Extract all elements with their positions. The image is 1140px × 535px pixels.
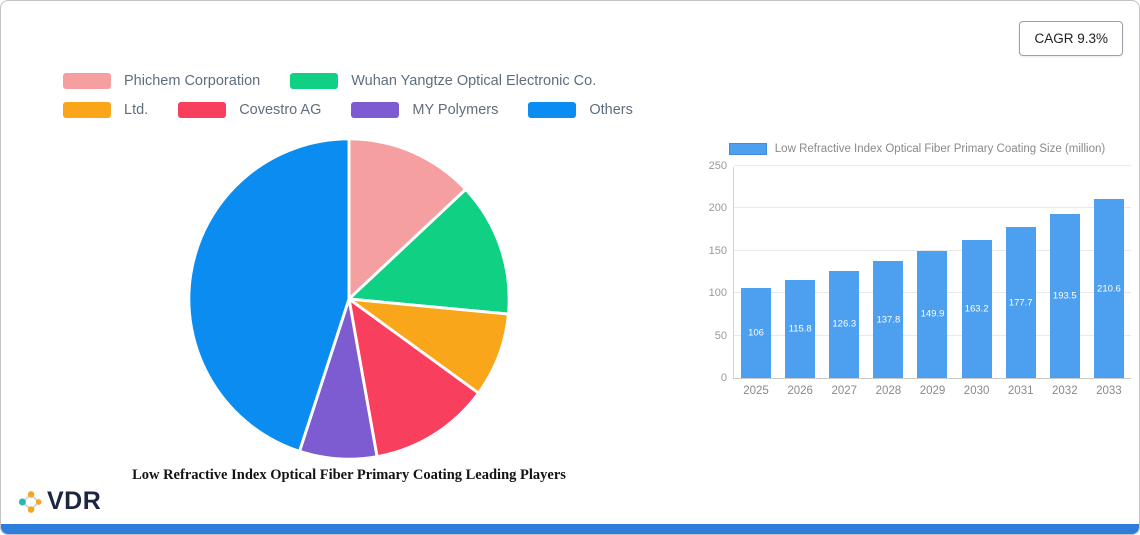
y-axis-tick-label: 0 [720,372,727,384]
bar-slot: 163.2 2030 [961,167,992,397]
cagr-badge: CAGR 9.3% [1019,21,1123,56]
legend-item[interactable]: Phichem Corporation [63,73,260,89]
legend-label: Covestro AG [239,102,322,118]
bar[interactable]: 115.8 [785,279,816,378]
bar-value-label: 177.7 [1008,297,1033,309]
bar[interactable]: 177.7 [1005,227,1036,378]
bottom-accent-bar [1,524,1139,534]
bar-value-label: 210.6 [1097,283,1121,295]
gridline [734,249,1131,251]
bar-value-label: 193.5 [1052,290,1077,302]
legend-label: MY Polymers [412,102,499,118]
y-axis-tick-label: 50 [714,329,727,342]
x-axis-tick-label: 2029 [919,385,946,397]
pie-chart-title: Low Refractive Index Optical Fiber Prima… [132,467,566,483]
legend-item[interactable]: Others [528,102,633,118]
bar-value-label: 126.3 [832,318,857,330]
legend-item[interactable]: Ltd. [63,102,148,118]
bar-slot: 149.9 2029 [917,167,948,397]
pie-slice[interactable] [347,297,481,459]
gridline [734,165,1131,166]
bar-slot: 126.3 2027 [829,167,860,397]
x-axis-tick-label: 2028 [875,385,902,397]
legend-item[interactable]: MY Polymers [351,102,498,118]
vdr-logo-text: VDR [47,487,102,515]
bar-slot: 210.6 2033 [1093,167,1124,397]
x-axis-tick-label: 2027 [831,385,858,397]
bar[interactable]: 210.6 [1093,199,1124,378]
y-axis-tick-label: 100 [708,287,727,300]
bar-value-label: 163.2 [964,303,989,315]
legend-label: Wuhan Yangtze Optical Electronic Co. [351,73,597,89]
pie-chart [187,137,511,461]
bar-slot: 106 2025 [741,167,772,397]
bar-slot: 193.5 2032 [1049,167,1080,397]
legend-label: Ltd. [124,102,149,118]
vdr-logo-icon [18,490,42,513]
pie-slice[interactable] [347,187,511,316]
legend-swatch [351,102,400,118]
legend-swatch [63,73,111,89]
x-axis-tick-label: 2033 [1096,385,1122,397]
legend-swatch [63,102,111,118]
bar[interactable]: 149.9 [917,250,948,378]
legend-item[interactable]: Covestro AG [178,102,321,118]
bar[interactable]: 163.2 [961,239,992,378]
bar[interactable]: 126.3 [829,270,860,378]
legend-item[interactable]: Wuhan Yangtze Optical Electronic Co. [290,73,596,89]
bar[interactable]: 106 [741,288,772,378]
pie-slice[interactable] [347,297,510,395]
bar-plot-area: 0 50 100 150 200 250 106 2025 115.8 2026 126.3 2027… [709,160,1131,397]
legend-swatch [290,73,339,89]
bar-slot: 177.7 2031 [1005,167,1036,397]
bar-slot: 137.8 2028 [873,167,904,397]
bar-chart-legend[interactable]: Low Refractive Index Optical Fiber Prima… [701,143,1133,155]
legend-swatch [178,102,227,118]
bar-legend-swatch [728,143,767,155]
pie-slice[interactable] [187,137,351,453]
bar-value-label: 149.9 [920,308,945,320]
legend-label: Others [589,102,633,118]
pie-legend: Phichem Corporation Wuhan Yangtze Optical… [63,73,683,131]
bar-chart: Low Refractive Index Optical Fiber Prima… [701,143,1133,397]
bar[interactable]: 137.8 [873,261,904,378]
legend-label: Phichem Corporation [124,73,261,89]
x-axis-tick-label: 2031 [1007,385,1034,397]
y-axis-tick-label: 150 [708,244,727,257]
vdr-logo: VDR [17,487,101,516]
legend-swatch [528,102,577,118]
bar-legend-label: Low Refractive Index Optical Fiber Prima… [774,143,1106,155]
bar-value-label: 137.8 [876,314,901,326]
y-axis-tick-label: 250 [708,160,727,172]
bar[interactable]: 193.5 [1049,213,1080,378]
y-axis-tick-label: 200 [708,202,727,215]
gridline [734,207,1131,209]
x-axis-tick-label: 2030 [963,385,990,397]
x-axis-tick-label: 2026 [787,385,813,397]
x-axis-tick-label: 2032 [1052,385,1078,397]
x-axis-tick-label: 2025 [743,385,769,397]
pie-slice[interactable] [347,137,468,301]
bar-value-label: 106 [748,327,764,339]
bar-slot: 115.8 2026 [785,167,816,397]
bar-value-label: 115.8 [788,323,812,335]
